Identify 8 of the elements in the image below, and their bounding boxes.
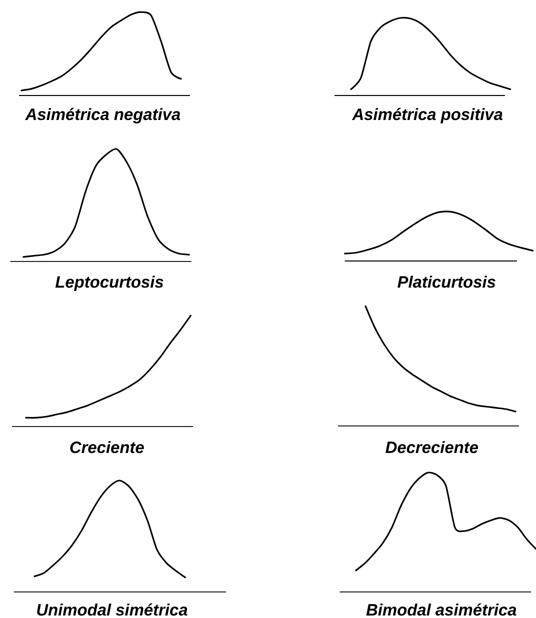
x-axis-title: Asimétrica positiva: [352, 108, 502, 124]
x-axis-title: Asimétrica negativa: [24, 108, 180, 124]
x-axis-title: Unimodal simétrica: [37, 603, 188, 616]
x-axis-title: Leptocurtosis: [55, 276, 164, 291]
x-axis-title: Decreciente: [386, 441, 478, 454]
x-axis-title: Platicurtosis: [398, 276, 496, 288]
x-axis-title: Bimodal asimétrica: [366, 603, 516, 616]
x-axis-title: Creciente: [70, 441, 144, 454]
